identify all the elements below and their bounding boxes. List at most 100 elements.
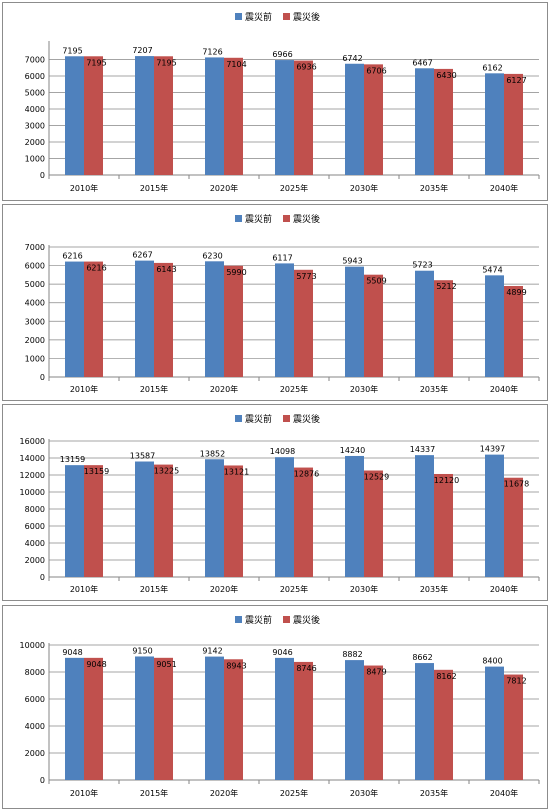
data-label: 7207 xyxy=(132,46,152,55)
bar-series2 xyxy=(84,56,103,175)
legend: 震災前 震災後 xyxy=(235,614,320,626)
data-label: 13587 xyxy=(130,452,155,461)
data-label: 5723 xyxy=(412,261,432,270)
bar-series1 xyxy=(415,68,434,175)
data-label: 12529 xyxy=(364,473,389,482)
data-label: 8479 xyxy=(366,668,386,677)
bar-series1 xyxy=(205,57,224,175)
y-tick-label: 8000 xyxy=(25,505,45,514)
bar-series1 xyxy=(65,56,84,175)
y-tick-label: 0 xyxy=(40,171,45,180)
data-label: 13852 xyxy=(200,449,225,458)
legend-swatch-1 xyxy=(235,616,242,623)
chart-panel-2: 震災前 震災後 0 1000 2000 3000 4000 5000 6000 7000 2010年… xyxy=(2,204,548,401)
legend-label-1: 震災前 xyxy=(245,213,272,225)
bar-series1 xyxy=(65,261,84,377)
data-label: 6706 xyxy=(366,66,386,75)
y-tick-label: 3000 xyxy=(25,317,45,326)
x-tick-label: 2025年 xyxy=(280,183,308,193)
bar-series1 xyxy=(485,275,504,377)
y-tick-label: 1000 xyxy=(25,155,45,164)
y-tick-label: 6000 xyxy=(25,262,45,271)
data-label: 7195 xyxy=(86,58,106,67)
x-tick-label: 2010年 xyxy=(70,384,98,394)
bar-series1 xyxy=(275,263,294,377)
bar-series1 xyxy=(65,657,84,780)
y-tick-label: 0 xyxy=(40,373,45,382)
bar-series1 xyxy=(345,266,364,377)
data-label: 6230 xyxy=(202,251,222,260)
bar-series2 xyxy=(364,274,383,377)
x-tick-label: 2035年 xyxy=(420,183,448,193)
bar-series1 xyxy=(485,666,504,780)
bar-series2 xyxy=(154,657,173,780)
bar-series1 xyxy=(205,459,224,577)
x-tick-label: 2010年 xyxy=(70,788,98,798)
bar-series2 xyxy=(364,64,383,175)
y-tick-label: 12000 xyxy=(20,471,45,480)
bar-series1 xyxy=(135,656,154,780)
y-tick-label: 0 xyxy=(40,776,45,785)
data-label: 8746 xyxy=(296,664,316,673)
x-tick-label: 2035年 xyxy=(420,384,448,394)
y-tick-label: 6000 xyxy=(25,695,45,704)
data-label: 9142 xyxy=(202,647,222,656)
legend-swatch-1 xyxy=(235,415,242,422)
data-label: 6127 xyxy=(506,76,526,85)
data-label: 5990 xyxy=(226,268,246,277)
bar-series2 xyxy=(84,657,103,780)
data-label: 5474 xyxy=(482,265,502,274)
legend-label-1: 震災前 xyxy=(245,413,272,425)
legend: 震災前 震災後 xyxy=(235,11,320,23)
chart-4: 震災前 震災後 0 2000 4000 6000 8000 10000 2010年 9048 904… xyxy=(20,614,540,798)
x-tick-label: 2015年 xyxy=(140,183,168,193)
x-tick-label: 2030年 xyxy=(350,183,378,193)
x-tick-label: 2025年 xyxy=(280,788,308,798)
data-label: 9046 xyxy=(272,648,292,657)
data-label: 12120 xyxy=(434,476,459,485)
bar-series1 xyxy=(345,660,364,780)
bar-series2 xyxy=(224,265,243,377)
legend: 震災前 震災後 xyxy=(235,413,320,425)
y-tick-label: 10000 xyxy=(20,641,45,650)
x-tick-label: 2020年 xyxy=(210,584,238,594)
y-tick-label: 2000 xyxy=(25,138,45,147)
y-tick-label: 7000 xyxy=(25,56,45,65)
data-label: 6936 xyxy=(296,63,316,72)
y-tick-label: 14000 xyxy=(20,454,45,463)
bar-series2 xyxy=(504,73,523,175)
bar-series1 xyxy=(135,260,154,377)
y-tick-label: 16000 xyxy=(20,437,45,446)
x-tick-label: 2040年 xyxy=(490,183,518,193)
legend-label-2: 震災後 xyxy=(293,614,320,626)
x-tick-label: 2015年 xyxy=(140,384,168,394)
x-tick-label: 2015年 xyxy=(140,788,168,798)
bar-series2 xyxy=(434,280,453,377)
bar-series1 xyxy=(275,60,294,175)
y-tick-label: 4000 xyxy=(25,539,45,548)
data-label: 13225 xyxy=(154,467,179,476)
data-label: 9048 xyxy=(62,648,82,657)
bar-series2 xyxy=(154,56,173,175)
chart-2: 震災前 震災後 0 1000 2000 3000 4000 5000 6000 7000 2010年… xyxy=(25,213,540,394)
legend-label-1: 震災前 xyxy=(245,11,272,23)
bar-series1 xyxy=(345,455,364,577)
bar-series1 xyxy=(485,73,504,175)
chart-panel-1: 震災前 震災後 0 1000 2000 3000 4000 5000 6000 7000 2010年… xyxy=(2,2,548,201)
data-label: 7195 xyxy=(156,58,176,67)
bar-series1 xyxy=(205,656,224,780)
data-label: 6216 xyxy=(86,264,106,273)
bar-series1 xyxy=(485,454,504,577)
data-label: 6143 xyxy=(156,265,176,274)
bar-series1 xyxy=(415,455,434,577)
data-label: 13159 xyxy=(84,467,109,476)
data-label: 9150 xyxy=(132,646,152,655)
x-tick-label: 2020年 xyxy=(210,384,238,394)
data-label: 7195 xyxy=(62,46,82,55)
x-tick-label: 2025年 xyxy=(280,584,308,594)
y-tick-label: 10000 xyxy=(20,488,45,497)
bar-series2 xyxy=(504,286,523,377)
bar-series2 xyxy=(364,470,383,577)
y-tick-label: 1000 xyxy=(25,354,45,363)
bar-series2 xyxy=(84,465,103,577)
